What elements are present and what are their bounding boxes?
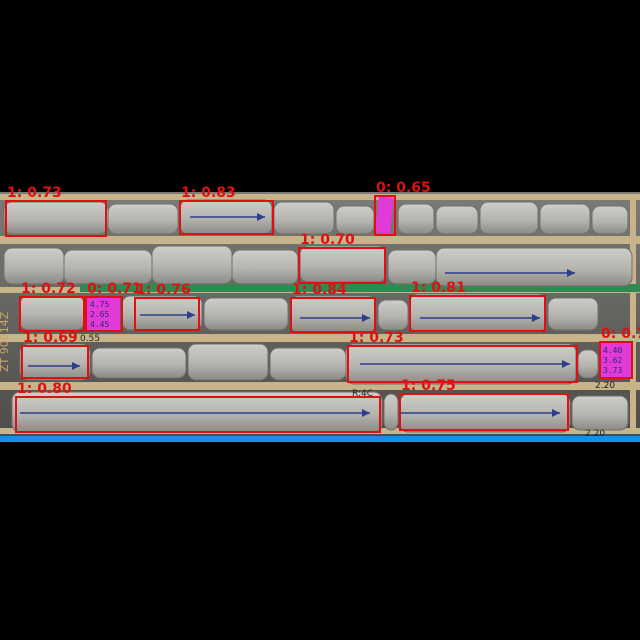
detection-box: 1: 0.73 bbox=[5, 185, 107, 237]
orientation-arrowhead bbox=[532, 314, 540, 322]
tray-marker-1: 0.55 bbox=[80, 334, 100, 344]
core-piece bbox=[299, 245, 387, 283]
orientation-arrowhead bbox=[72, 362, 80, 370]
detection-label: 1: 0.73 bbox=[7, 185, 62, 201]
detection-box: 1: 0.80 bbox=[15, 381, 381, 433]
core-piece bbox=[3, 201, 109, 235]
detection-box: 0: 0.71 bbox=[85, 281, 142, 332]
detection-rect bbox=[347, 345, 578, 383]
sample-tag-1: 4.75 2.65 4.45 bbox=[86, 297, 120, 331]
orientation-arrowhead bbox=[552, 409, 560, 417]
core-pieces bbox=[3, 199, 633, 433]
orientation-arrowhead bbox=[362, 314, 370, 322]
core-piece bbox=[273, 201, 335, 235]
detection-label: 1: 0.80 bbox=[17, 381, 72, 397]
detection-layer: 1: 0.73 1: 0.83 0: 0.65 1: 0.70 1: 0.72 0: 0.… bbox=[5, 180, 640, 433]
orientation-arrowhead bbox=[187, 311, 195, 319]
detection-label: 1: 0.70 bbox=[300, 232, 355, 248]
detection-label: 1: 0.73 bbox=[349, 330, 404, 346]
tray-marker-4: R:4C bbox=[352, 389, 373, 399]
core-piece bbox=[571, 395, 629, 431]
detection-label: 1: 0.72 bbox=[21, 281, 76, 297]
detection-rect bbox=[15, 396, 381, 433]
core-piece bbox=[591, 205, 629, 235]
core-piece bbox=[269, 347, 347, 381]
detection-box: 1: 0.73 bbox=[347, 330, 578, 383]
detection-rect bbox=[85, 296, 123, 332]
core-piece bbox=[91, 347, 187, 379]
detection-box: 0: 0.7 bbox=[599, 326, 640, 379]
measuring-tape bbox=[80, 284, 640, 292]
core-piece bbox=[409, 293, 547, 333]
core-piece bbox=[19, 295, 85, 331]
detection-box: 1: 0.81 bbox=[409, 280, 546, 332]
tray-side-caption: ZT 90014Z bbox=[0, 311, 11, 372]
core-piece bbox=[383, 393, 399, 431]
detection-box: 1: 0.70 bbox=[298, 232, 386, 284]
core-piece bbox=[435, 247, 633, 287]
detection-rect bbox=[19, 296, 85, 332]
detection-box: 1: 0.69 bbox=[21, 330, 89, 379]
sample-tag-2: 4.40 3.62 3.73 bbox=[600, 342, 632, 378]
core-piece bbox=[203, 297, 289, 331]
tray-marker-3: 2.20 bbox=[585, 429, 605, 439]
tag-2-line-3: 3.73 bbox=[603, 366, 622, 375]
detection-label: 1: 0.76 bbox=[136, 282, 191, 298]
sample-tag-3 bbox=[375, 196, 394, 234]
tray-marker-2: 2.20 bbox=[595, 381, 615, 391]
detection-label: 1: 0.75 bbox=[401, 378, 456, 394]
detection-box: 1: 0.76 bbox=[134, 282, 200, 331]
core-piece bbox=[577, 349, 599, 379]
core-piece bbox=[3, 247, 65, 285]
detection-label: 0: 0.7 bbox=[601, 326, 640, 342]
core-piece bbox=[231, 249, 299, 285]
tag-1-line-3: 4.45 bbox=[90, 320, 109, 329]
bottom-band bbox=[0, 436, 640, 442]
detection-label: 1: 0.69 bbox=[23, 330, 78, 346]
orientation-arrowhead bbox=[567, 269, 575, 277]
core-piece bbox=[335, 205, 375, 235]
core-piece bbox=[479, 201, 539, 235]
detection-label: 0: 0.65 bbox=[376, 180, 431, 196]
detection-rect bbox=[21, 345, 89, 379]
detection-box: 1: 0.83 bbox=[179, 185, 274, 235]
orientation-arrowhead bbox=[257, 213, 265, 221]
tag-2-line-1: 4.40 bbox=[603, 346, 622, 355]
detection-rect bbox=[179, 200, 274, 235]
detection-rect bbox=[5, 200, 107, 237]
core-piece bbox=[547, 297, 599, 331]
orientation-arrowhead bbox=[362, 409, 370, 417]
detection-label: 1: 0.83 bbox=[181, 185, 236, 201]
detection-rect bbox=[409, 295, 546, 332]
tag-1-line-2: 2.65 bbox=[90, 310, 109, 319]
core-piece bbox=[397, 203, 435, 235]
detection-rect bbox=[399, 393, 569, 431]
core-piece bbox=[151, 245, 233, 285]
detection-box: 0: 0.65 bbox=[374, 180, 431, 236]
core-piece bbox=[387, 249, 437, 285]
detection-rect bbox=[134, 297, 200, 331]
core-piece bbox=[107, 203, 179, 235]
core-piece bbox=[435, 205, 479, 235]
tag-2-line-2: 3.62 bbox=[603, 356, 622, 365]
detection-rect bbox=[290, 297, 376, 333]
core-piece bbox=[187, 343, 269, 381]
detection-box: 1: 0.75 bbox=[399, 378, 569, 431]
core-piece bbox=[377, 299, 409, 331]
core-piece bbox=[289, 295, 377, 333]
detection-label: 1: 0.84 bbox=[292, 282, 347, 298]
detection-rect bbox=[599, 341, 633, 379]
detection-box: 1: 0.84 bbox=[290, 282, 376, 333]
detection-box: 1: 0.72 bbox=[19, 281, 85, 332]
core-piece bbox=[539, 203, 591, 235]
detection-label: 1: 0.81 bbox=[411, 280, 466, 296]
orientation-arrowhead bbox=[562, 360, 570, 368]
core-piece bbox=[63, 249, 153, 285]
detection-label: 0: 0.71 bbox=[87, 281, 142, 297]
tag-1-line-1: 4.75 bbox=[90, 300, 109, 309]
core-piece bbox=[19, 343, 91, 381]
detection-rect bbox=[298, 247, 386, 284]
detection-rect bbox=[374, 195, 396, 236]
